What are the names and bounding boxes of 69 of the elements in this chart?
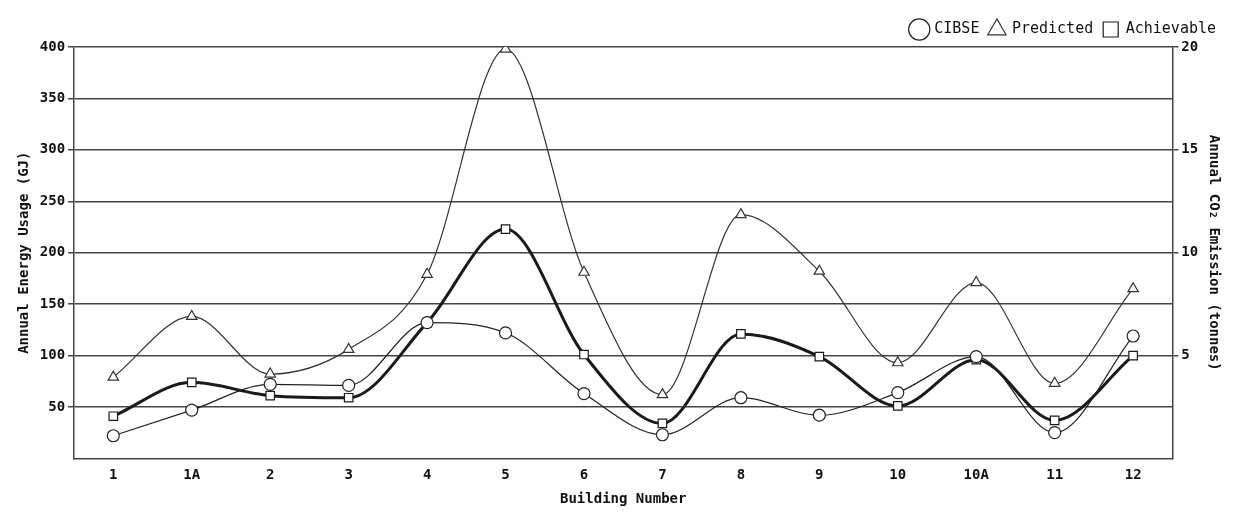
- point: [263, 377, 277, 391]
- y-tick-label: 400: [39, 37, 66, 54]
- x-tick-label: 5: [501, 466, 510, 483]
- point: [1048, 376, 1061, 387]
- point: [421, 267, 433, 278]
- point: [186, 377, 197, 388]
- y-tick-label: 150: [39, 294, 66, 311]
- x-tick-label: 3: [344, 466, 353, 483]
- point: [814, 351, 825, 362]
- x-tick-label: 10A: [963, 466, 990, 483]
- point: [106, 429, 120, 443]
- y2-tick-label: 20: [1181, 37, 1199, 54]
- x-tick-label: 8: [736, 466, 746, 483]
- x-tick-label: 2: [265, 466, 275, 483]
- point: [1048, 426, 1062, 440]
- y-axis-title: Annual Energy Usage (GJ): [15, 151, 32, 354]
- point: [265, 390, 276, 401]
- y2-tick-label: 10: [1181, 243, 1199, 260]
- x-tick-label: 7: [658, 466, 667, 483]
- point: [735, 208, 747, 219]
- x-tick-label: 1: [109, 466, 118, 483]
- point: [970, 275, 983, 287]
- point: [892, 401, 903, 411]
- point: [342, 378, 356, 392]
- point: [264, 367, 276, 378]
- point: [1126, 329, 1140, 343]
- y-tick-label: 50: [48, 397, 66, 414]
- x-tick-label: 6: [579, 466, 589, 483]
- x-tick-label: 1A: [183, 466, 201, 483]
- legend-label: CIBSE: [934, 19, 980, 38]
- point: [969, 349, 983, 364]
- point: [185, 403, 199, 417]
- y-tick-label: 100: [39, 346, 66, 363]
- y2-tick-label: 5: [1181, 346, 1190, 363]
- x-tick-label: 12: [1124, 466, 1142, 483]
- point: [108, 411, 119, 422]
- point: [1049, 415, 1060, 426]
- x-tick-label: 11: [1046, 466, 1064, 483]
- x-tick-label: 9: [815, 466, 824, 483]
- y-tick-label: 300: [39, 140, 66, 157]
- point: [655, 428, 670, 442]
- y-tick-label: 250: [39, 191, 66, 208]
- point: [579, 349, 589, 360]
- y-tick-label: 350: [39, 89, 66, 106]
- y2-tick-label: 15: [1181, 140, 1199, 157]
- y-tick-label: 200: [39, 243, 66, 260]
- point: [1127, 282, 1139, 293]
- point: [107, 370, 120, 381]
- point: [185, 309, 198, 321]
- point: [577, 387, 591, 401]
- point: [734, 391, 748, 405]
- point: [891, 356, 904, 367]
- point: [813, 264, 826, 275]
- point: [498, 326, 513, 340]
- x-tick-label: 10: [889, 466, 907, 483]
- legend-label: Predicted: [1011, 19, 1094, 38]
- x-tick-label: 4: [422, 466, 432, 483]
- point: [812, 408, 826, 422]
- point: [736, 329, 746, 339]
- point: [1128, 350, 1138, 361]
- point: [500, 224, 511, 234]
- x-axis-title: Building Number: [560, 490, 687, 507]
- legend-label: Achievable: [1125, 19, 1216, 38]
- point: [656, 388, 669, 399]
- point: [342, 342, 355, 353]
- point: [578, 265, 590, 276]
- y2-axis-title: Annual CO₂ Emission (tonnes): [1206, 134, 1223, 371]
- point: [891, 385, 905, 400]
- point: [343, 392, 354, 403]
